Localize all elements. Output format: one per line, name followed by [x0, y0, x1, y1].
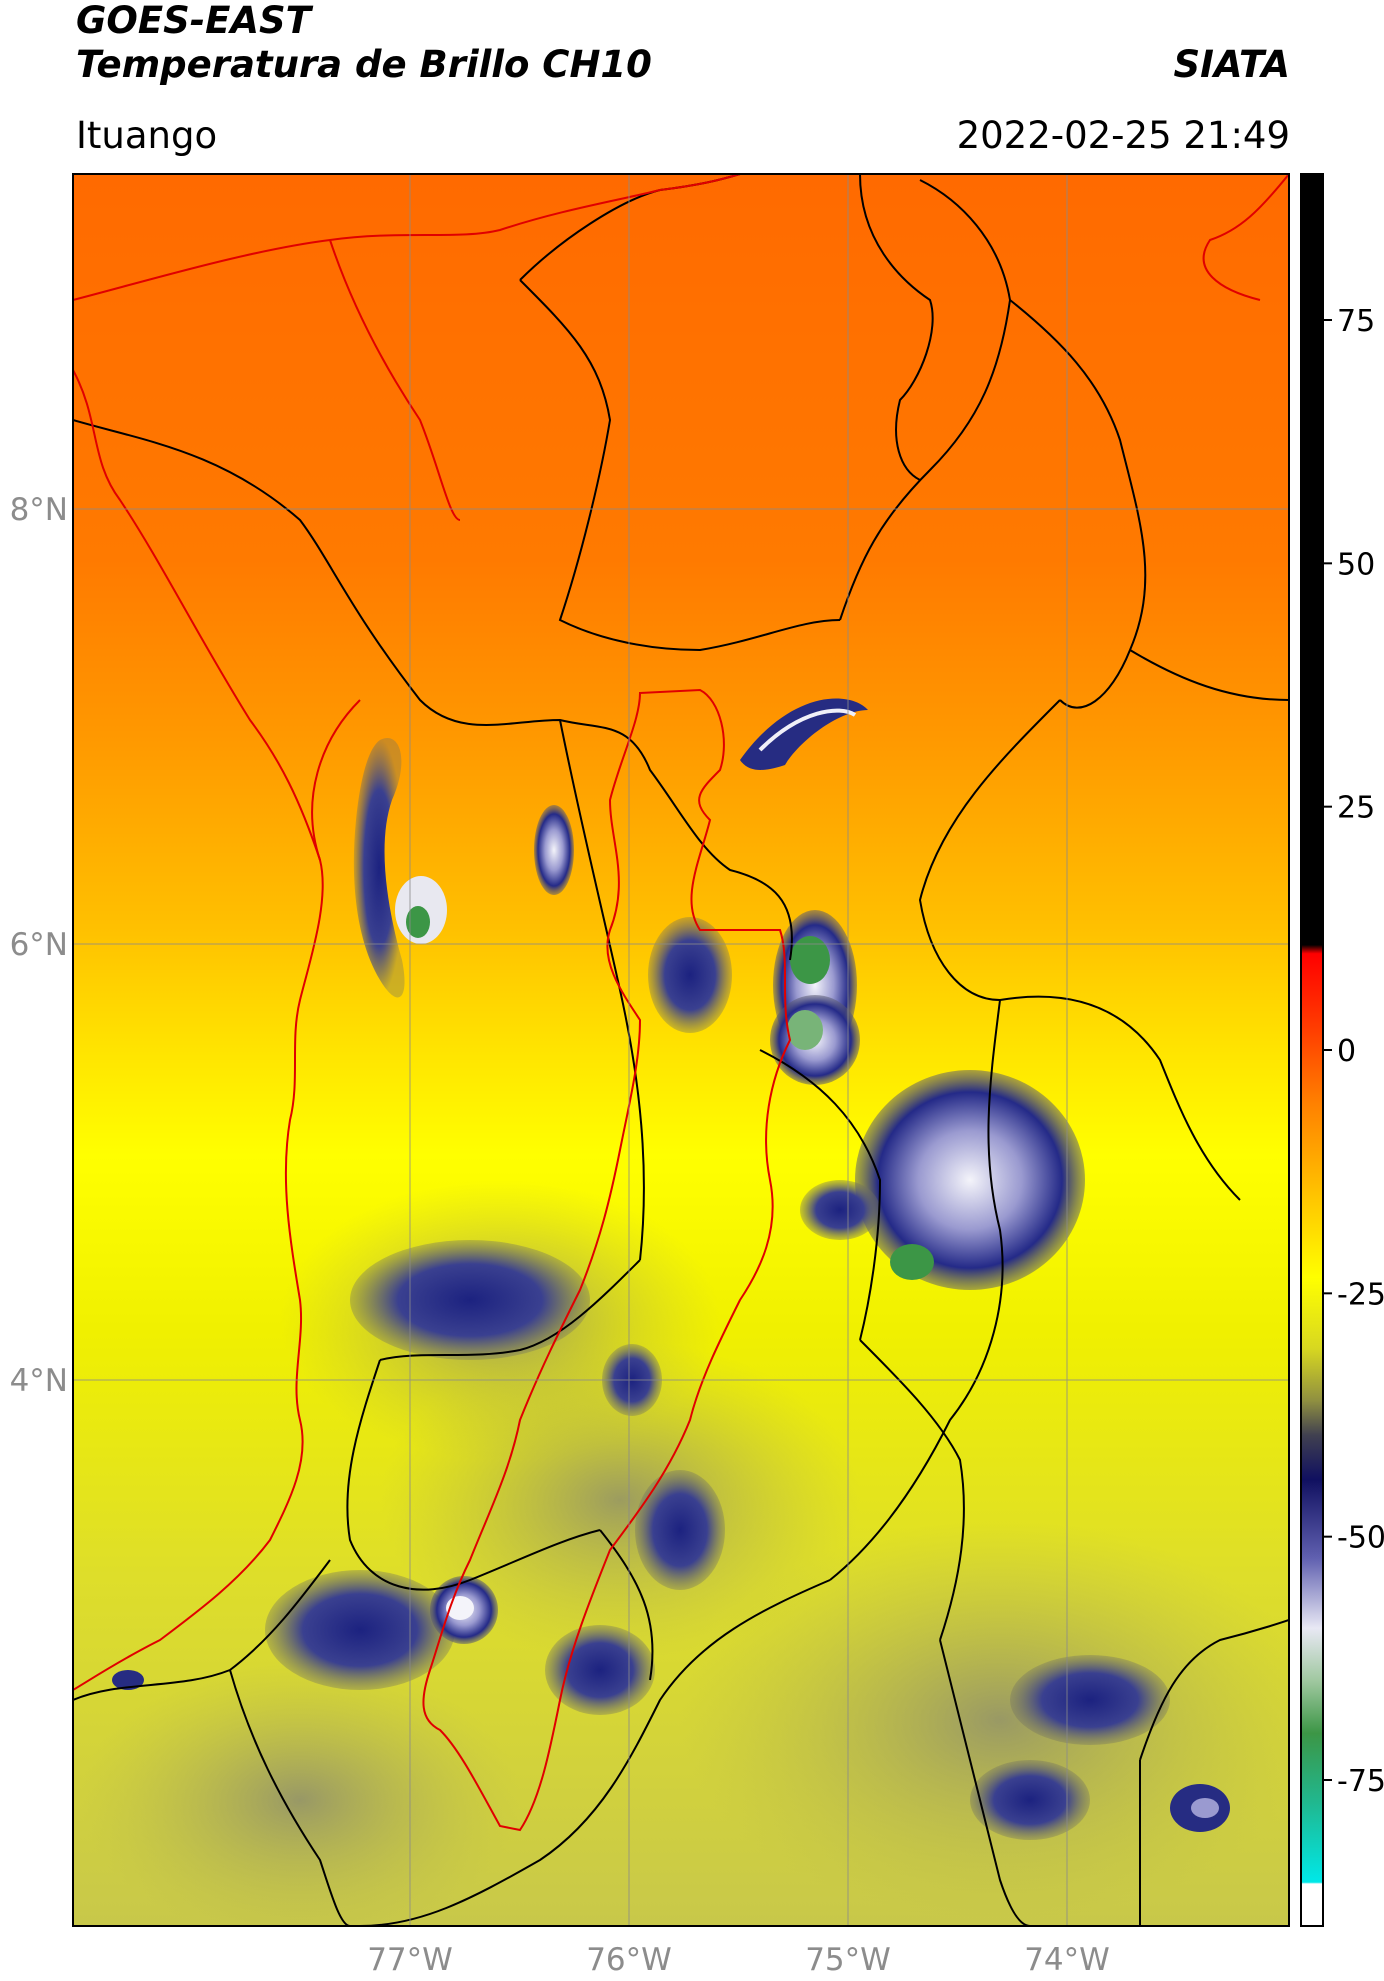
- latitude-labels: 8°N 6°N 4°N: [10, 492, 68, 1399]
- colorbar: 75 50 25 0 -25 -50 -75: [1300, 173, 1384, 1927]
- haze-region: [380, 1340, 860, 1660]
- convective-cell: [648, 917, 732, 1033]
- convective-cell: [970, 1760, 1090, 1840]
- convective-arc-edge: [758, 708, 857, 752]
- satellite-title: GOES-EAST: [76, 0, 311, 42]
- lon-label-74w: 74°W: [1024, 1942, 1110, 1978]
- lat-label-8n: 8°N: [10, 492, 68, 528]
- haze-region: [680, 1520, 1289, 1920]
- convective-cell: [635, 1470, 725, 1590]
- lon-label-75w: 75°W: [805, 1942, 891, 1978]
- cloud-top: [1191, 1798, 1219, 1818]
- colorbar-scale: [1300, 173, 1324, 1927]
- convective-complex: [855, 1070, 1085, 1290]
- convective-cell: [800, 1180, 880, 1240]
- convective-cell: [112, 1670, 144, 1690]
- colorbar-tick-label: 50: [1337, 547, 1375, 582]
- department-borders: [73, 174, 1289, 1832]
- location-label: Ituango: [76, 114, 218, 157]
- cold-core: [790, 936, 830, 984]
- colorbar-ticks: 75 50 25 0 -25 -50 -75: [1323, 304, 1384, 1799]
- lon-label-76w: 76°W: [586, 1942, 672, 1978]
- colorbar-tick-label: 25: [1337, 791, 1375, 826]
- cold-core: [787, 1010, 823, 1050]
- colorbar-tick-label: 75: [1337, 304, 1375, 339]
- country-borders: [73, 174, 1289, 1926]
- map-panel: [73, 174, 1289, 1926]
- cold-core: [406, 906, 430, 938]
- colorbar-tick-label: -50: [1337, 1521, 1384, 1556]
- haze-region: [80, 1660, 520, 1926]
- cold-core: [890, 1244, 934, 1280]
- colorbar-tick-label: -75: [1337, 1764, 1384, 1799]
- colorbar-tick-label: -25: [1337, 1277, 1384, 1312]
- convective-cell: [1010, 1655, 1170, 1745]
- map-frame: [72, 173, 1290, 1927]
- organization-label: SIATA: [1173, 43, 1290, 86]
- lon-label-77w: 77°W: [367, 1942, 453, 1978]
- graticule: [73, 174, 1289, 1926]
- longitude-labels: 77°W 76°W 75°W 74°W: [367, 1942, 1110, 1978]
- timestamp-label: 2022-02-25 21:49: [956, 114, 1290, 157]
- convective-cell: [534, 805, 574, 895]
- lat-label-4n: 4°N: [10, 1363, 68, 1399]
- convective-cell: [545, 1625, 655, 1715]
- convective-cell: [265, 1570, 455, 1690]
- lat-label-6n: 6°N: [10, 927, 68, 963]
- convective-arc: [740, 698, 868, 770]
- colorbar-tick-label: 0: [1337, 1034, 1356, 1069]
- product-title: Temperatura de Brillo CH10: [76, 43, 652, 86]
- convective-cell: [353, 738, 405, 998]
